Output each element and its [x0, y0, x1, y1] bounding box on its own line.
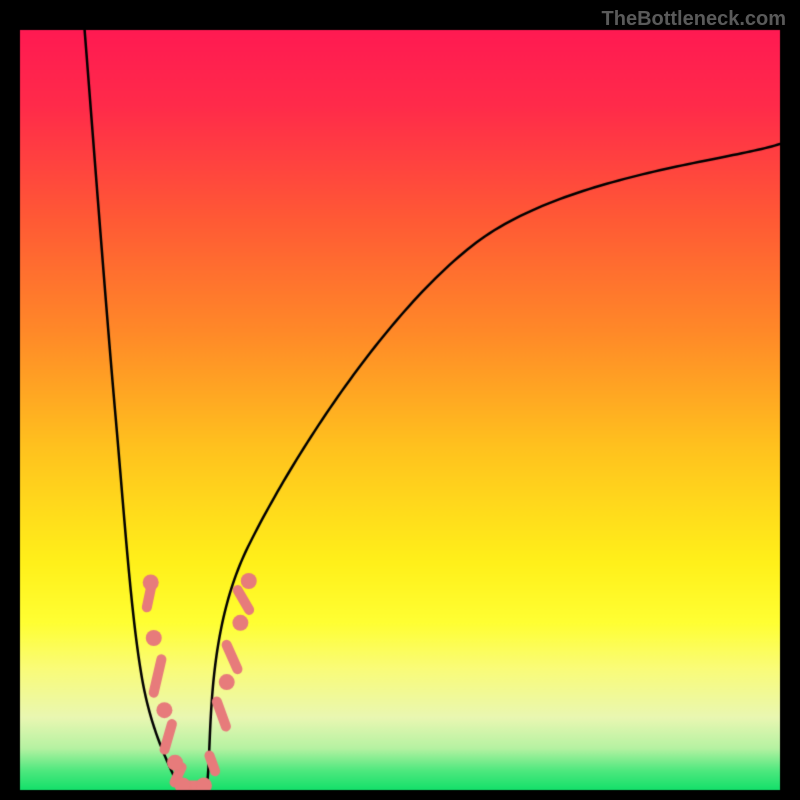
watermark-text: TheBottleneck.com	[602, 8, 786, 31]
bottleneck-chart-canvas	[0, 0, 800, 800]
